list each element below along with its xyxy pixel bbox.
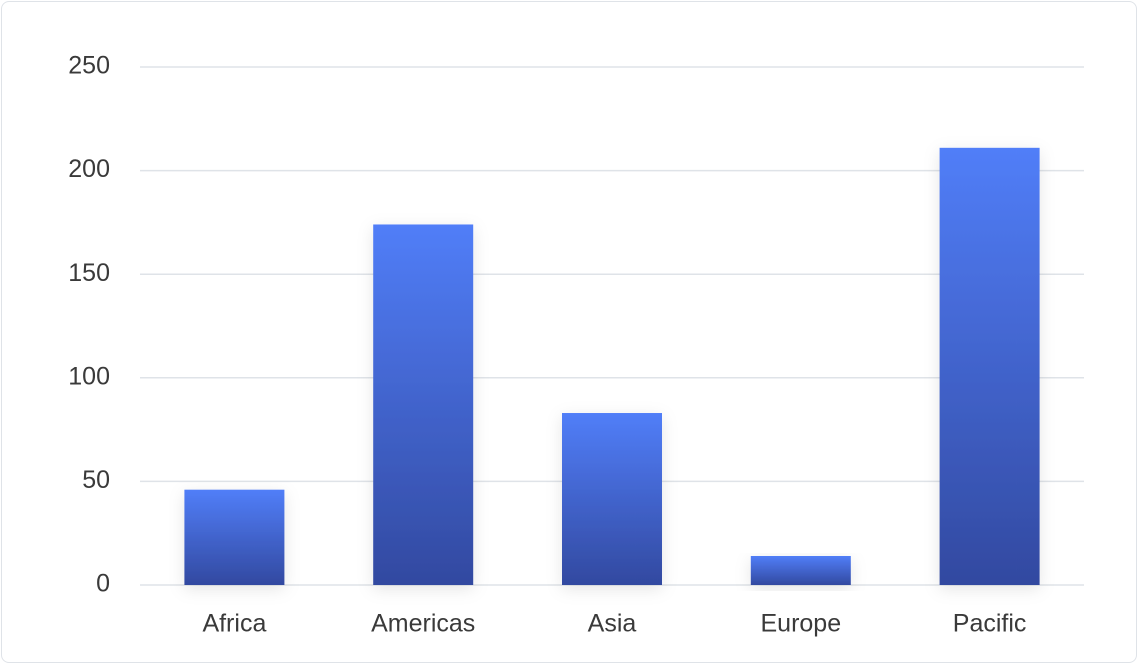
bar [373, 224, 474, 586]
y-tick-label: 0 [96, 570, 110, 598]
x-tick-label: Pacific [953, 610, 1027, 638]
y-tick-label: 100 [68, 362, 110, 390]
bar [562, 413, 662, 585]
bar [939, 147, 1040, 586]
y-tick-label: 50 [82, 466, 110, 494]
bar [750, 555, 851, 585]
x-tick-label: Americas [371, 610, 475, 638]
x-tick-label: Asia [588, 610, 637, 638]
y-tick-label: 200 [68, 155, 110, 183]
y-tick-label: 150 [68, 259, 110, 287]
y-tick-label: 250 [68, 52, 110, 80]
x-tick-label: Europe [760, 610, 841, 638]
bar [184, 489, 285, 585]
x-tick-label: Africa [202, 610, 266, 638]
